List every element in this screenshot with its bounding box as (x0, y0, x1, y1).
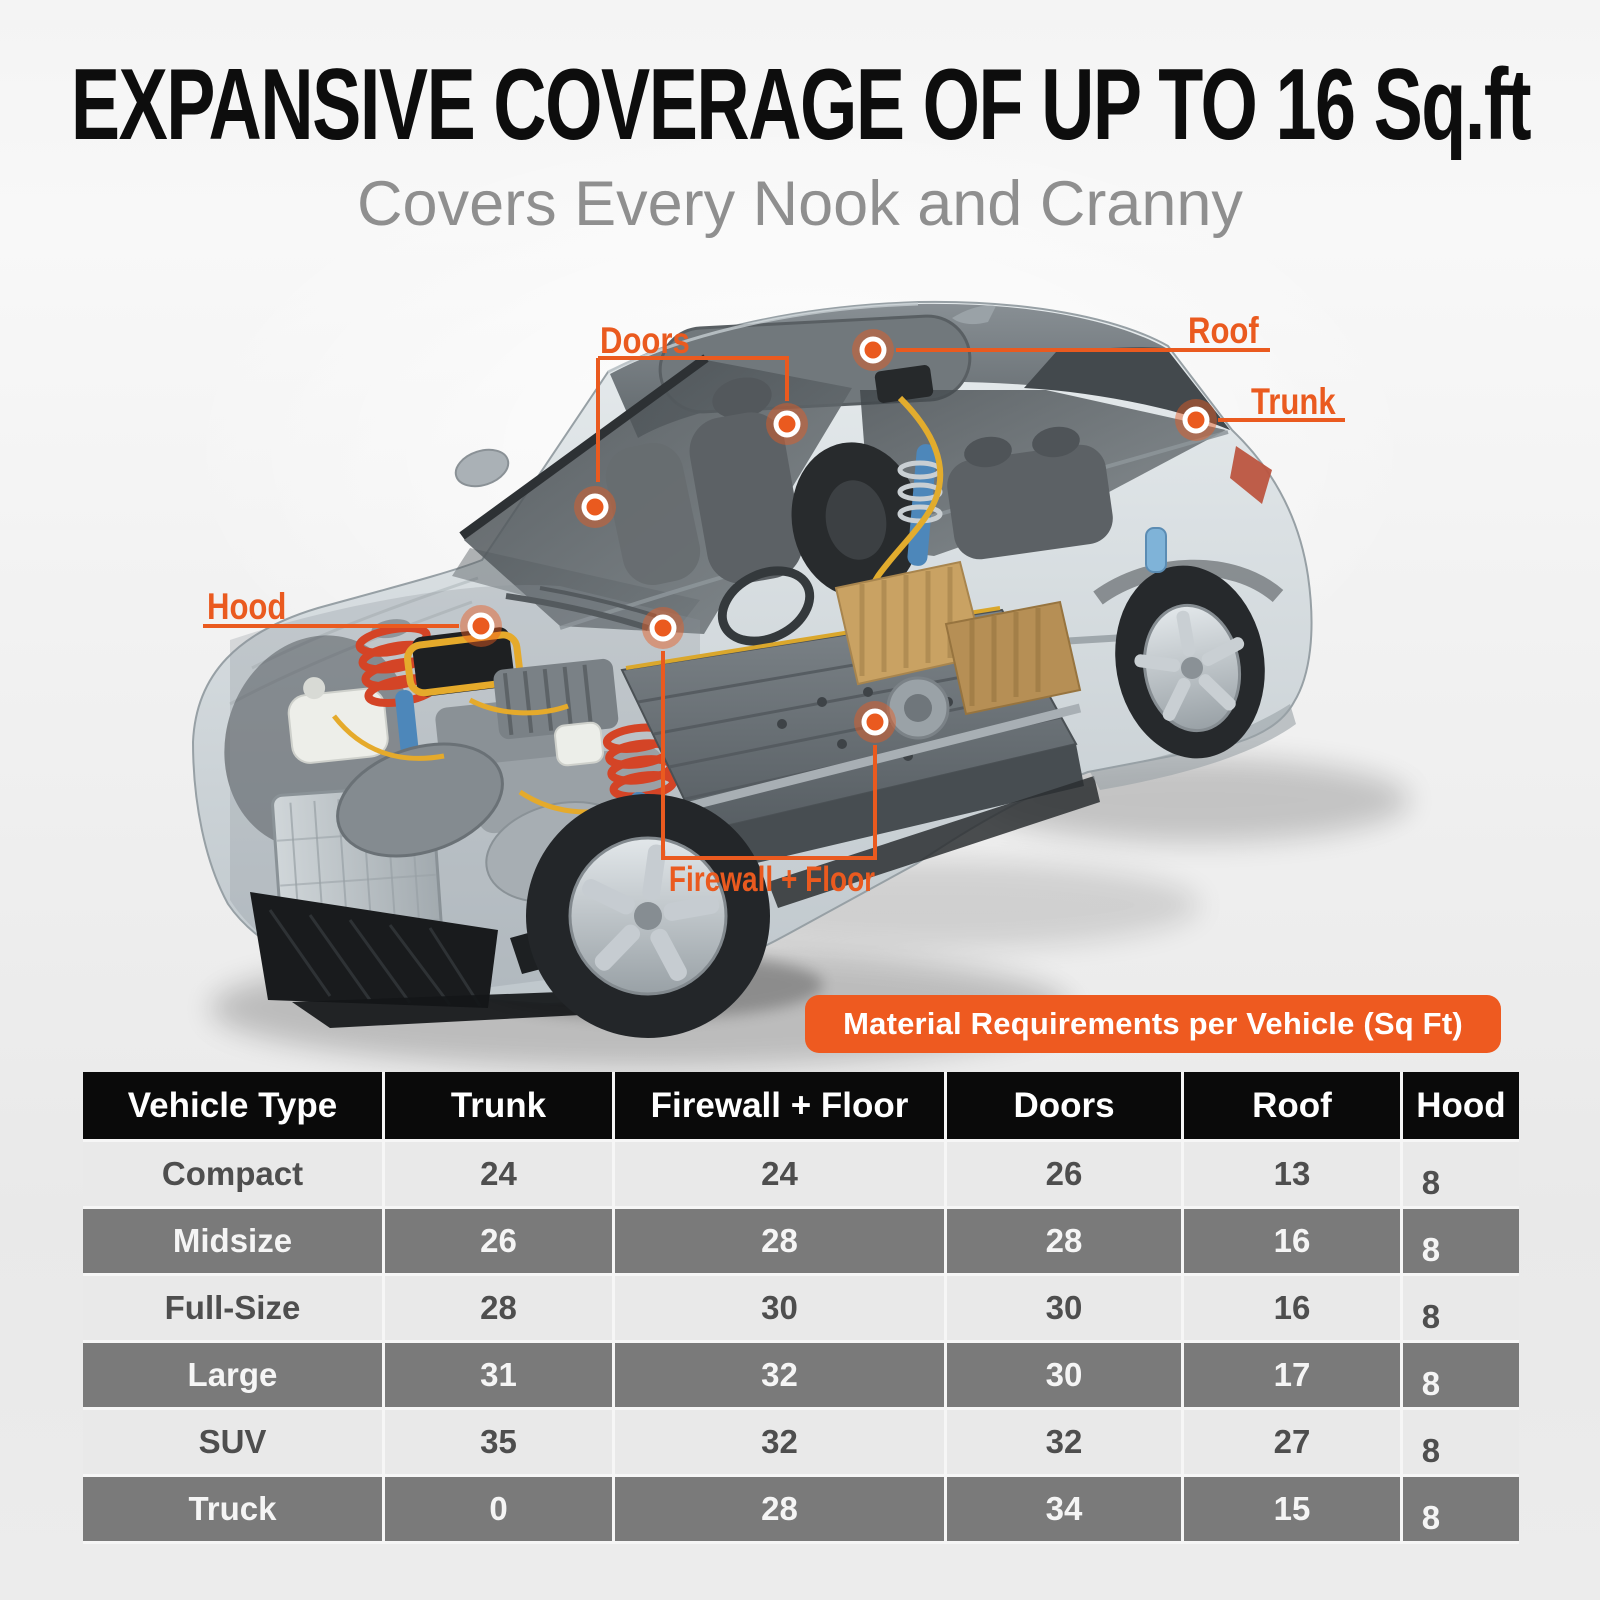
rear-damper (1145, 527, 1167, 573)
value-cell: 8 (1421, 1298, 1441, 1335)
value-cell: 32 (947, 1410, 1184, 1474)
column-header-firewall-floor: Firewall + Floor (615, 1072, 948, 1139)
callout-marker-doors-front (574, 486, 616, 528)
rear-drive-units (834, 560, 1082, 740)
taillight (1230, 446, 1272, 504)
callout-marker-doors-rear (766, 403, 808, 445)
column-header-trunk: Trunk (384, 1072, 616, 1139)
callout-line-doors (596, 356, 789, 482)
value-cell: 34 (947, 1477, 1184, 1541)
callout-label-roof: Roof (1188, 310, 1259, 351)
header: EXPANSIVE COVERAGE OF UP TO 16 Sq.ft (0, 52, 1600, 158)
value-cell: 15 (1184, 1477, 1403, 1541)
value-cell: 28 (947, 1209, 1184, 1273)
value-cell: 8 (1421, 1432, 1441, 1469)
callout-marker-trunk (1175, 399, 1217, 441)
callout-label-firewall-floor: Firewall + Floor (668, 860, 876, 899)
front-grille (250, 892, 498, 1008)
driver-seat (689, 412, 803, 584)
value-cell: 8 (1421, 1365, 1441, 1402)
rear-bench-seat (947, 444, 1113, 560)
rocker-sill (768, 776, 1100, 908)
value-cell: 27 (1184, 1410, 1403, 1474)
a-pillar (459, 354, 709, 540)
value-cell: 24 (385, 1142, 616, 1206)
value-cell: 16 (1184, 1276, 1403, 1340)
value-cell: 16 (1184, 1209, 1403, 1273)
callout-label-trunk: Trunk (1251, 381, 1336, 422)
page-title: EXPANSIVE COVERAGE OF UP TO 16 Sq.ft (70, 49, 1531, 161)
vehicle-type-cell: Midsize (83, 1209, 385, 1273)
table-row-suv: SUV 35 32 32 27 8 (83, 1410, 1519, 1477)
rear-wheel (1093, 559, 1284, 759)
value-cell: 30 (947, 1343, 1184, 1407)
rear-bumper (1090, 704, 1296, 790)
table-row-midsize: Midsize 26 28 28 16 8 (83, 1209, 1519, 1276)
table-header-row: Vehicle Type Trunk Firewall + Floor Door… (83, 1072, 1519, 1142)
value-cell: 28 (615, 1477, 948, 1541)
callout-label-hood: Hood (207, 586, 287, 627)
table-row-truck: Truck 0 28 34 15 8 (83, 1477, 1519, 1544)
column-header-roof: Roof (1183, 1072, 1403, 1139)
table-title-badge: Material Requirements per Vehicle (Sq Ft… (805, 995, 1501, 1053)
vehicle-type-cell: Full-Size (83, 1276, 385, 1340)
value-cell: 13 (1184, 1142, 1403, 1206)
headrest (712, 377, 772, 419)
table-row-compact: Compact 24 24 26 13 8 (83, 1142, 1519, 1209)
steering-wheel (717, 566, 815, 646)
value-cell: 26 (385, 1209, 616, 1273)
value-cell: 8 (1421, 1231, 1441, 1268)
column-header-doors: Doors (947, 1072, 1184, 1139)
callout-label-doors: Doors (600, 320, 690, 361)
value-cell: 0 (385, 1477, 616, 1541)
callout-line-firewall-floor (661, 651, 877, 860)
vehicle-type-cell: Compact (83, 1142, 385, 1206)
value-cell: 26 (947, 1142, 1184, 1206)
shock-absorber-front (395, 690, 419, 760)
column-header-hood: Hood (1402, 1072, 1519, 1139)
callout-marker-firewall (642, 607, 684, 649)
table-row-large: Large 31 32 30 17 8 (83, 1343, 1519, 1410)
callout-marker-hood (460, 605, 502, 647)
value-cell: 35 (385, 1410, 616, 1474)
column-header-vehicle-type: Vehicle Type (83, 1072, 385, 1139)
callout-marker-roof (852, 329, 894, 371)
page-subtitle: Covers Every Nook and Cranny (357, 169, 1243, 239)
value-cell: 31 (385, 1343, 616, 1407)
value-cell: 8 (1421, 1499, 1441, 1536)
side-mirror (454, 448, 510, 488)
value-cell: 28 (385, 1276, 616, 1340)
passenger-seat (605, 443, 701, 585)
rear-glass (1024, 347, 1230, 430)
value-cell: 30 (947, 1276, 1184, 1340)
value-cell: 17 (1184, 1343, 1403, 1407)
motor-cylinder (336, 742, 504, 858)
table-row-full-size: Full-Size 28 30 30 16 8 (83, 1276, 1519, 1343)
driveshaft (688, 703, 1082, 811)
value-cell: 32 (615, 1410, 948, 1474)
callout-marker-floor (854, 701, 896, 743)
vehicle-type-cell: Large (83, 1343, 385, 1407)
front-wheel (526, 794, 770, 1038)
material-requirements-table: Vehicle Type Trunk Firewall + Floor Door… (83, 1072, 1519, 1544)
wiper (505, 593, 649, 631)
vehicle-type-cell: Truck (83, 1477, 385, 1541)
value-cell: 8 (1421, 1164, 1441, 1201)
value-cell: 28 (615, 1209, 948, 1273)
airbox (404, 627, 523, 697)
value-cell: 24 (615, 1142, 948, 1206)
callout-markers (460, 329, 1217, 743)
value-cell: 32 (615, 1343, 948, 1407)
vehicle-type-cell: SUV (83, 1410, 385, 1474)
shark-fin-antenna (952, 305, 996, 325)
glass-and-interior (454, 354, 1229, 646)
value-cell: 30 (615, 1276, 948, 1340)
